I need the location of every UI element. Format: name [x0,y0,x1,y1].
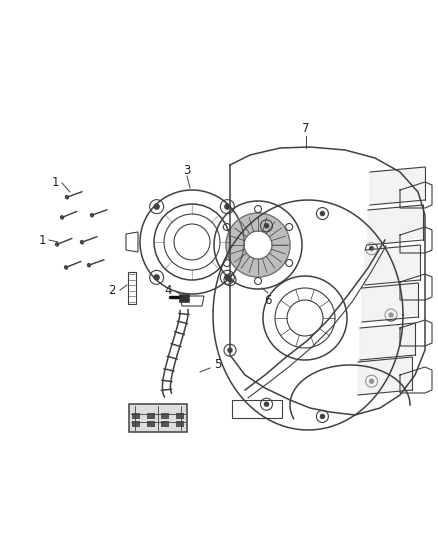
Text: 2: 2 [108,284,116,296]
Circle shape [225,275,230,280]
Bar [132,421,140,427]
Text: 3: 3 [184,164,191,176]
Bar [128,272,136,304]
Circle shape [321,415,325,418]
Circle shape [370,247,374,251]
Bar [129,404,187,432]
Circle shape [265,224,268,228]
Polygon shape [360,323,415,360]
Circle shape [389,313,393,317]
Circle shape [370,379,374,383]
Text: 6: 6 [264,294,272,306]
Bar [132,413,140,419]
Text: 1: 1 [38,233,46,246]
Circle shape [225,204,230,209]
Polygon shape [226,213,290,277]
Bar [161,421,170,427]
Circle shape [321,212,325,215]
Polygon shape [368,205,423,245]
Circle shape [228,348,232,352]
Circle shape [265,402,268,406]
Polygon shape [362,283,418,322]
Bar [232,400,282,418]
Bar [176,421,184,427]
Bar [176,413,184,419]
Circle shape [154,275,159,280]
Bar [161,413,170,419]
Polygon shape [358,357,412,395]
Text: 4: 4 [164,285,172,297]
Polygon shape [370,167,425,205]
Polygon shape [365,245,420,285]
Bar [147,421,155,427]
Text: 5: 5 [214,359,222,372]
Text: 7: 7 [302,122,310,134]
Bar [147,413,155,419]
Circle shape [228,278,232,282]
Circle shape [154,204,159,209]
Text: 1: 1 [51,176,59,190]
Bar [179,294,189,302]
